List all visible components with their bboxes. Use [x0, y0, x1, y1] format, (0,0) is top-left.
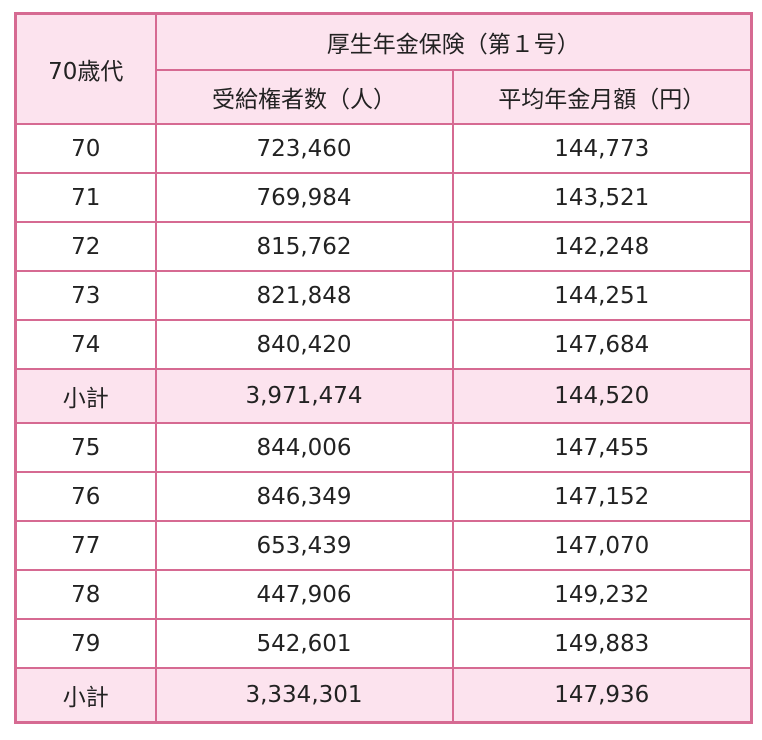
recipients-cell: 653,439: [154, 520, 454, 571]
average-cell: 149,232: [451, 569, 753, 620]
recipients-cell: 3,334,301: [154, 667, 454, 724]
age-cell: 72: [14, 221, 157, 272]
average-column-header: 平均年金月額（円）: [451, 69, 753, 125]
table-row: 73 821,848 144,251: [14, 270, 753, 321]
age-cell: 74: [14, 319, 157, 370]
average-cell: 149,883: [451, 618, 753, 669]
age-cell: 70: [14, 123, 157, 174]
age-cell: 78: [14, 569, 157, 620]
average-cell: 147,070: [451, 520, 753, 571]
table-row: 79 542,601 149,883: [14, 618, 753, 669]
age-cell: 小計: [14, 368, 157, 424]
age-cell: 75: [14, 422, 157, 473]
subtotal-row: 小計 3,334,301 147,936: [14, 667, 753, 724]
table-row: 78 447,906 149,232: [14, 569, 753, 620]
average-cell: 147,936: [451, 667, 753, 724]
recipients-cell: 542,601: [154, 618, 454, 669]
subtotal-row: 小計 3,971,474 144,520: [14, 368, 753, 424]
table-row: 72 815,762 142,248: [14, 221, 753, 272]
age-cell: 77: [14, 520, 157, 571]
header-row-2: 受給権者数（人） 平均年金月額（円）: [16, 69, 753, 125]
table-header: 70歳代 厚生年金保険（第１号） 受給権者数（人） 平均年金月額（円）: [14, 12, 753, 125]
average-cell: 143,521: [451, 172, 753, 223]
age-cell: 79: [14, 618, 157, 669]
average-cell: 144,773: [451, 123, 753, 174]
table-body: 70 723,460 144,773 71 769,984 143,521 72 815,76…: [14, 123, 753, 724]
table-row: 76 846,349 147,152: [14, 471, 753, 522]
recipients-cell: 846,349: [154, 471, 454, 522]
recipients-cell: 844,006: [154, 422, 454, 473]
age-group-header: 70歳代: [14, 12, 157, 125]
average-cell: 147,152: [451, 471, 753, 522]
average-cell: 147,455: [451, 422, 753, 473]
recipients-cell: 723,460: [154, 123, 454, 174]
table-row: 75 844,006 147,455: [14, 422, 753, 473]
recipients-cell: 821,848: [154, 270, 454, 321]
table-row: 74 840,420 147,684: [14, 319, 753, 370]
average-cell: 142,248: [451, 221, 753, 272]
recipients-column-header: 受給権者数（人）: [154, 69, 454, 125]
age-cell: 71: [14, 172, 157, 223]
insurance-group-header: 厚生年金保険（第１号）: [154, 12, 753, 71]
age-cell: 73: [14, 270, 157, 321]
average-cell: 147,684: [451, 319, 753, 370]
table-row: 70 723,460 144,773: [14, 123, 753, 174]
recipients-cell: 447,906: [154, 569, 454, 620]
header-row-1: 70歳代 厚生年金保険（第１号）: [14, 12, 753, 125]
average-cell: 144,251: [451, 270, 753, 321]
recipients-cell: 815,762: [154, 221, 454, 272]
pension-table: 70歳代 厚生年金保険（第１号） 受給権者数（人） 平均年金月額（円） 70 72…: [14, 12, 753, 724]
average-cell: 144,520: [451, 368, 753, 424]
age-cell: 76: [14, 471, 157, 522]
recipients-cell: 840,420: [154, 319, 454, 370]
recipients-cell: 769,984: [154, 172, 454, 223]
recipients-cell: 3,971,474: [154, 368, 454, 424]
age-cell: 小計: [14, 667, 157, 724]
table-row: 71 769,984 143,521: [14, 172, 753, 223]
table-row: 77 653,439 147,070: [14, 520, 753, 571]
